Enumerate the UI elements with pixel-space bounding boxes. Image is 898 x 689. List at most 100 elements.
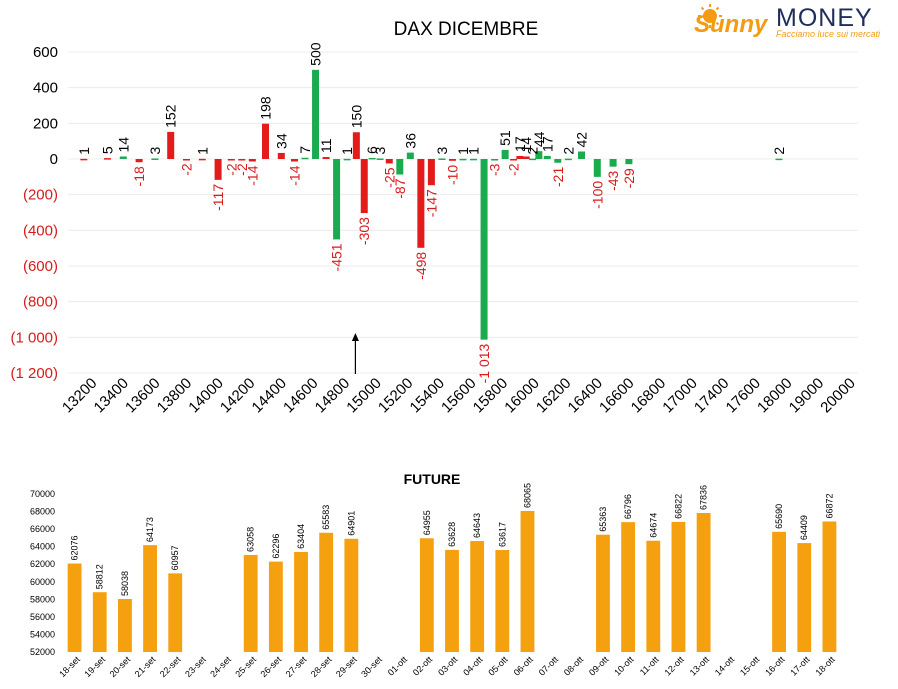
dax-bar bbox=[427, 159, 435, 186]
dax-bar bbox=[529, 158, 537, 161]
dax-x-tick-label: 17000 bbox=[659, 375, 701, 417]
future-data-label: 58812 bbox=[95, 564, 105, 589]
dax-bar bbox=[480, 159, 488, 340]
future-x-tick-label: 04-ott bbox=[461, 654, 485, 678]
dax-bar bbox=[578, 151, 585, 159]
dax-y-tick-label: (400) bbox=[23, 222, 58, 239]
future-x-tick-label: 17-ott bbox=[788, 654, 812, 678]
future-x-tick-label: 12-ott bbox=[663, 654, 687, 678]
future-x-tick-label: 10-ott bbox=[612, 654, 636, 678]
dax-bar bbox=[352, 132, 360, 159]
future-y-axis: 70000 68000 66000 64000 62000 60000 58000 56000… bbox=[30, 489, 55, 657]
dax-x-tick-label: 13600 bbox=[122, 375, 164, 417]
logo-tagline: Facciamo luce sui mercati bbox=[776, 29, 881, 39]
future-data-label: 63404 bbox=[296, 524, 306, 549]
dax-data-label: 2 bbox=[771, 147, 787, 155]
dax-x-tick-label: 15200 bbox=[375, 375, 417, 417]
future-x-tick-label: 16-ott bbox=[763, 654, 787, 678]
dax-y-tick-label: 200 bbox=[33, 115, 58, 132]
dax-data-label: 3 bbox=[147, 146, 163, 154]
dax-x-tick-label: 18000 bbox=[754, 375, 796, 417]
future-data-label: 66872 bbox=[824, 493, 834, 518]
dax-bar bbox=[248, 159, 256, 162]
future-x-tick-label: 15-ott bbox=[738, 654, 762, 678]
dax-data-label: -25 bbox=[381, 167, 397, 187]
dax-data-label: -100 bbox=[589, 181, 605, 209]
future-data-label: 65583 bbox=[321, 505, 331, 530]
future-y-tick-label: 70000 bbox=[30, 489, 55, 499]
future-x-tick-label: 23-set bbox=[183, 654, 208, 679]
future-bar bbox=[470, 541, 485, 652]
dax-data-label: -2 bbox=[506, 163, 522, 176]
future-bar bbox=[596, 534, 610, 652]
dax-y-tick-label: 400 bbox=[33, 80, 58, 97]
future-x-tick-label: 14-ott bbox=[713, 654, 737, 678]
dax-bar bbox=[593, 159, 601, 177]
dax-data-label: -43 bbox=[605, 170, 621, 190]
future-y-tick-label: 58000 bbox=[30, 594, 55, 604]
dax-data-label: 2 bbox=[525, 147, 541, 155]
dax-bar bbox=[301, 157, 309, 160]
future-bar bbox=[696, 512, 711, 652]
future-x-tick-label: 11-ott bbox=[638, 654, 661, 677]
future-x-tick-label: 24-set bbox=[208, 654, 233, 679]
future-x-tick-label: 01-ott bbox=[386, 654, 410, 678]
dax-data-label: 36 bbox=[402, 133, 418, 149]
future-bar bbox=[772, 531, 787, 652]
future-bar bbox=[419, 538, 434, 652]
future-y-tick-label: 62000 bbox=[30, 559, 55, 569]
dax-data-label: 500 bbox=[308, 42, 324, 66]
future-bar bbox=[445, 549, 459, 652]
future-bar bbox=[822, 521, 837, 652]
dax-bars bbox=[80, 69, 783, 340]
future-x-tick-label: 27-set bbox=[284, 654, 309, 679]
dax-bar bbox=[554, 159, 562, 163]
future-bar bbox=[671, 521, 686, 652]
dax-x-tick-label: 16200 bbox=[533, 375, 575, 417]
dax-y-tick-label: (200) bbox=[23, 187, 58, 204]
future-x-tick-label: 06-ott bbox=[512, 654, 536, 678]
future-y-tick-label: 52000 bbox=[30, 647, 55, 657]
dax-bar bbox=[448, 159, 456, 161]
dax-bar bbox=[543, 155, 551, 159]
future-data-label: 64901 bbox=[346, 511, 356, 536]
dax-bar bbox=[459, 158, 467, 161]
logo-sunny: Sunny bbox=[694, 11, 769, 38]
future-data-label: 67836 bbox=[699, 485, 709, 510]
dax-x-tick-label: 16600 bbox=[596, 375, 638, 417]
dax-data-label: -498 bbox=[413, 252, 429, 280]
dax-data-label: 42 bbox=[574, 132, 590, 148]
future-chart-title: FUTURE bbox=[404, 471, 461, 487]
dax-x-tick-label: 16400 bbox=[565, 375, 607, 417]
dax-x-tick-label: 14000 bbox=[185, 375, 227, 417]
dax-data-label: 1 bbox=[339, 147, 355, 155]
future-data-label: 64674 bbox=[648, 513, 658, 538]
dax-data-label: 152 bbox=[163, 104, 179, 128]
dax-bar bbox=[417, 159, 425, 248]
dax-y-tick-label: (1 000) bbox=[10, 329, 58, 346]
future-x-tick-label: 08-ott bbox=[562, 654, 586, 678]
dax-data-label: -87 bbox=[392, 178, 408, 198]
future-bar bbox=[621, 522, 636, 652]
dax-x-tick-label: 15600 bbox=[438, 375, 480, 417]
future-data-label: 64643 bbox=[472, 513, 482, 538]
future-x-axis: 18-set 19-set 20-set 21-set 22-set 23-set 24-s… bbox=[57, 654, 837, 679]
dax-bar bbox=[470, 158, 478, 161]
dax-data-label: 150 bbox=[348, 105, 364, 129]
dax-bar bbox=[360, 159, 368, 214]
dax-data-label: 5 bbox=[100, 146, 116, 154]
dax-data-label: 11 bbox=[318, 138, 334, 153]
dax-bar bbox=[376, 158, 384, 160]
dax-data-label: 14 bbox=[115, 137, 131, 153]
dax-data-label: 1 bbox=[194, 147, 210, 155]
future-x-tick-label: 09-ott bbox=[587, 654, 611, 678]
dax-bar bbox=[183, 159, 190, 161]
dax-bar bbox=[516, 155, 524, 159]
future-data-labels: 62076 58812 58038 64173 60957 63058 62296 63404… bbox=[70, 483, 835, 596]
future-x-tick-label: 20-set bbox=[108, 654, 133, 679]
dax-data-label: -303 bbox=[356, 217, 372, 245]
dax-x-tick-label: 14600 bbox=[280, 375, 322, 417]
future-x-tick-label: 25-set bbox=[233, 654, 258, 679]
future-x-tick-label: 28-set bbox=[309, 654, 334, 679]
dax-bar bbox=[609, 159, 617, 167]
